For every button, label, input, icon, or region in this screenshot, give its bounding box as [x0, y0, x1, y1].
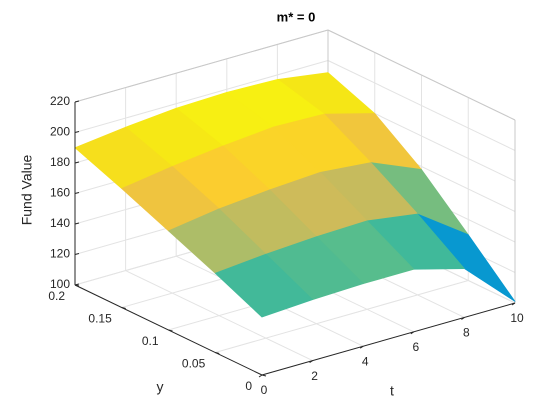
z-tick	[74, 100, 80, 103]
y-tick-label: 0.2	[48, 289, 65, 303]
x-tick	[410, 331, 415, 335]
y-tick	[215, 352, 220, 354]
z-tick-label: 180	[50, 155, 70, 169]
z-axis-label: Fund Value	[19, 155, 35, 226]
y-tick-label: 0.1	[142, 334, 159, 348]
axes: 024681000.050.10.150.2100120140160180200…	[48, 94, 524, 397]
z-tick-label: 200	[50, 125, 70, 139]
x-tick-label: 0	[261, 383, 268, 397]
z-tick-label: 100	[50, 277, 70, 291]
y-tick-label: 0	[245, 379, 252, 393]
y-tick	[261, 374, 267, 377]
x-tick	[258, 374, 263, 378]
z-tick-label: 220	[50, 94, 70, 108]
z-tick-label: 140	[50, 216, 70, 230]
z-tick	[74, 253, 80, 255]
box-edge	[74, 29, 329, 103]
grid-line	[74, 60, 329, 133]
x-tick-label: 4	[362, 354, 369, 368]
x-tick	[461, 316, 465, 320]
y-tick	[168, 329, 173, 332]
z-tick	[74, 192, 80, 194]
grid-line	[215, 280, 469, 353]
z-tick	[74, 131, 80, 133]
z-tick-label: 160	[50, 186, 70, 200]
surface	[74, 72, 516, 318]
x-tick	[309, 360, 313, 364]
x-tick-label: 2	[311, 369, 318, 383]
x-tick	[511, 302, 516, 306]
x-axis	[261, 302, 516, 376]
y-axis-label: y	[157, 379, 164, 395]
surface-cell	[214, 253, 314, 318]
x-tick-label: 8	[463, 326, 470, 340]
z-tick-label: 120	[50, 247, 70, 261]
z-tick	[74, 283, 80, 286]
chart-title: m* = 0	[277, 9, 316, 24]
y-tick	[121, 307, 126, 309]
y-tick-label: 0.15	[88, 312, 112, 326]
x-tick	[359, 345, 364, 349]
grid-line	[327, 60, 516, 151]
x-tick-label: 10	[510, 311, 524, 325]
z-tick	[74, 222, 80, 225]
y-tick-label: 0.05	[182, 357, 206, 371]
x-tick-label: 6	[412, 340, 419, 354]
box-edge	[327, 29, 516, 121]
x-axis-label: t	[390, 383, 394, 399]
z-tick	[74, 161, 80, 164]
